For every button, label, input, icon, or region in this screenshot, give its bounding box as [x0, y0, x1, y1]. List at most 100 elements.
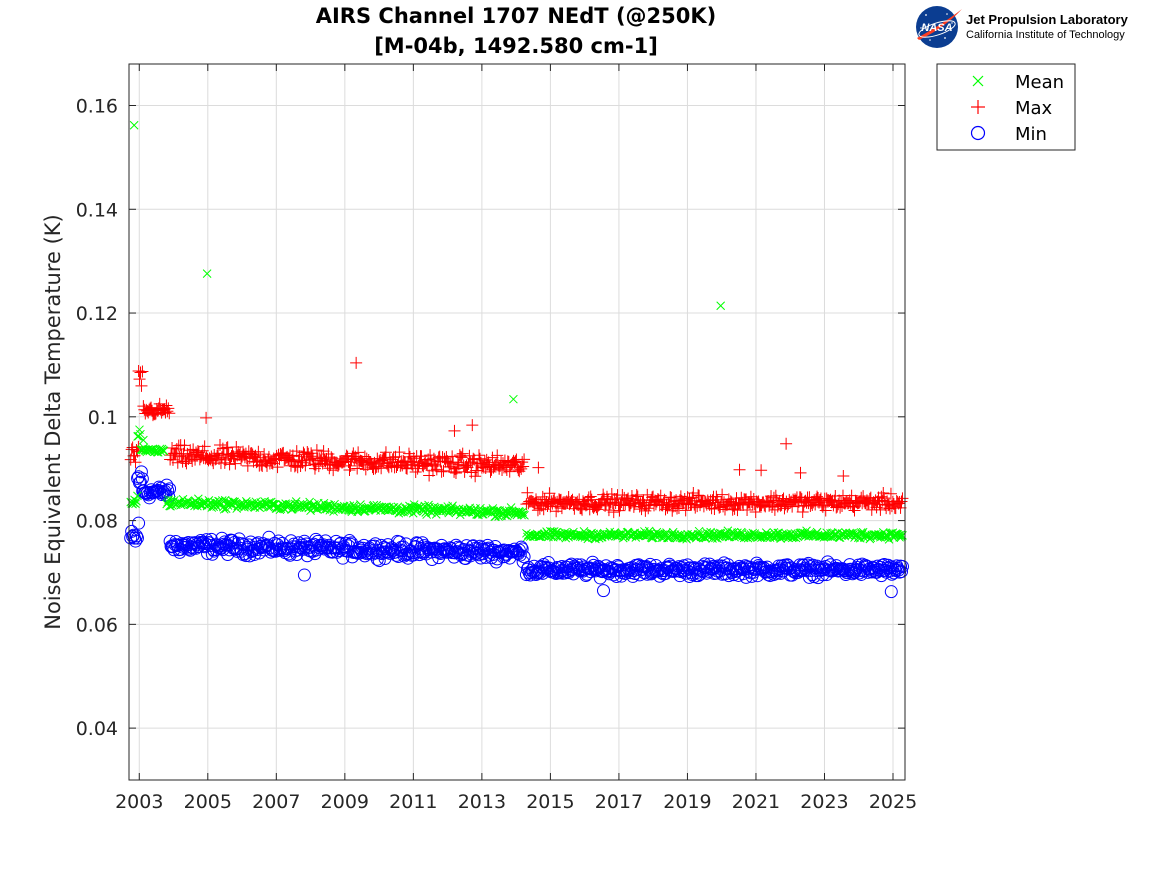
- y-tick-labels: 0.04 0.06 0.08 0.1 0.12 0.14 0.16: [76, 96, 118, 741]
- data-point-plus: [766, 500, 779, 513]
- data-point-x: [159, 446, 169, 456]
- data-point-plus: [223, 458, 236, 471]
- data-point-plus: [491, 449, 504, 462]
- data-point-plus: [716, 488, 729, 501]
- data-point-plus: [135, 379, 148, 392]
- data-point-circle: [195, 536, 209, 550]
- data-point-plus: [486, 451, 499, 464]
- data-point-plus: [133, 373, 146, 386]
- x-tick-label: 2013: [458, 791, 506, 813]
- legend-marker-min: [970, 125, 986, 141]
- data-point-x: [296, 501, 306, 510]
- x-tick-label: 2023: [800, 791, 848, 813]
- data-point-plus: [630, 489, 643, 502]
- x-tick-label: 2019: [663, 791, 711, 813]
- data-point-x: [132, 496, 141, 506]
- chart-title-line-2: [M-04b, 1492.580 cm-1]: [374, 34, 658, 58]
- data-point-x: [341, 504, 351, 514]
- data-point-plus: [448, 465, 461, 478]
- data-point-plus: [198, 440, 211, 453]
- data-point-plus: [651, 493, 664, 506]
- data-point-plus: [385, 460, 398, 473]
- data-point-plus: [509, 455, 522, 468]
- data-point-plus: [593, 498, 606, 511]
- data-point-plus: [550, 505, 563, 518]
- legend-label-max: Max: [1015, 98, 1053, 119]
- data-point-plus: [339, 452, 352, 465]
- data-point-plus: [741, 504, 754, 517]
- data-point-plus: [237, 445, 250, 458]
- x-tick-label: 2005: [184, 791, 232, 813]
- data-point-plus: [603, 498, 616, 511]
- data-point-plus: [186, 455, 199, 468]
- data-point-plus: [449, 467, 462, 480]
- data-point-x: [897, 532, 906, 542]
- nasa-stars-icon: [920, 13, 953, 41]
- x-tick-label: 2025: [869, 791, 917, 813]
- y-tick-label: 0.06: [76, 614, 118, 636]
- x-tick-label: 2007: [252, 791, 300, 813]
- data-point-plus: [163, 407, 176, 420]
- data-point-plus: [755, 464, 768, 477]
- data-point-plus: [430, 463, 443, 476]
- data-point-x: [875, 530, 884, 540]
- data-point-plus: [350, 356, 363, 369]
- data-point-plus: [178, 439, 191, 452]
- series-layer: [124, 120, 909, 599]
- data-point-plus: [136, 365, 149, 378]
- data-point-plus: [211, 449, 224, 462]
- x-tick-labels: 2003 2005 2007 2009 2011 2013 2015 2017 2019 2021…: [115, 791, 917, 813]
- data-point-plus: [386, 453, 399, 466]
- data-point-circle: [207, 544, 221, 558]
- data-point-plus: [409, 465, 422, 478]
- data-point-circle: [129, 534, 143, 548]
- chart-title-line-1: AIRS Channel 1707 NEdT (@250K): [316, 4, 717, 28]
- legend-marker-max: [971, 100, 985, 114]
- data-point-plus: [230, 440, 243, 453]
- data-point-plus: [134, 366, 147, 379]
- data-point-plus: [819, 504, 832, 517]
- data-point-circle: [163, 482, 177, 496]
- data-point-circle: [339, 536, 353, 550]
- data-point-plus: [305, 447, 318, 460]
- jpl-logo: NASA Jet Propulsion Laboratory Californi…: [916, 6, 1129, 48]
- data-point-plus: [162, 402, 175, 415]
- data-point-plus: [884, 487, 897, 500]
- data-point-plus: [878, 492, 891, 505]
- data-point-plus: [411, 462, 424, 475]
- data-point-plus: [220, 441, 233, 454]
- data-point-circle: [463, 549, 477, 563]
- series-min: [124, 465, 909, 599]
- data-point-circle: [597, 584, 611, 598]
- data-point-plus: [837, 469, 850, 482]
- data-point-circle: [895, 559, 909, 573]
- data-point-plus: [453, 449, 466, 462]
- data-point-plus: [218, 456, 231, 469]
- legend: Mean Max Min: [936, 63, 1076, 151]
- x-tick-label: 2003: [115, 791, 163, 813]
- nasa-swoosh-icon: [917, 9, 962, 40]
- data-point-plus: [518, 453, 531, 466]
- data-point-plus: [313, 452, 326, 465]
- data-point-plus: [710, 490, 723, 503]
- data-point-circle: [129, 529, 143, 543]
- data-point-plus: [444, 457, 457, 470]
- data-point-plus: [317, 445, 330, 458]
- data-point-circle: [215, 531, 229, 545]
- data-point-plus: [687, 486, 700, 499]
- data-point-x: [129, 120, 139, 130]
- y-tick-label: 0.08: [76, 511, 118, 533]
- data-point-circle: [130, 531, 144, 545]
- data-point-circle: [475, 541, 489, 555]
- data-point-plus: [665, 491, 678, 504]
- data-point-circle: [515, 542, 529, 556]
- data-point-plus: [539, 498, 552, 511]
- data-point-plus: [387, 451, 400, 464]
- data-point-plus: [379, 446, 392, 459]
- data-point-plus: [607, 506, 620, 519]
- data-point-x: [516, 508, 526, 518]
- data-point-x: [549, 527, 559, 536]
- data-point-circle: [558, 566, 572, 580]
- legend-marker-mean: [972, 75, 984, 87]
- data-point-circle: [225, 534, 239, 548]
